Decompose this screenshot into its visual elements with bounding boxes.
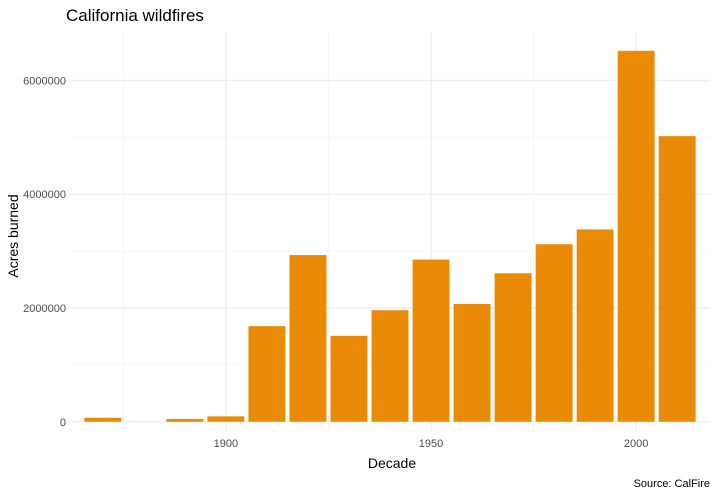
y-axis-title: Acres burned (5, 194, 21, 277)
bar-1970 (494, 273, 532, 422)
chart-title: California wildfires (66, 6, 204, 25)
bars (84, 50, 696, 422)
bar-2010 (658, 136, 696, 422)
bar-1950 (412, 259, 450, 422)
y-tick-label: 2000000 (23, 303, 66, 315)
x-axis-title: Decade (368, 455, 416, 471)
bar-1900 (207, 416, 245, 422)
y-tick-label: 0 (60, 417, 66, 429)
x-tick-label: 2000 (624, 438, 648, 450)
x-tick-label: 1950 (419, 438, 443, 450)
bar-1980 (535, 244, 573, 422)
bar-1920 (289, 255, 327, 422)
chart-caption: Source: CalFire (634, 478, 710, 490)
bar-1990 (576, 229, 614, 422)
y-axis-tick-labels: 0 2000000 4000000 6000000 (23, 75, 66, 428)
y-tick-label: 4000000 (23, 189, 66, 201)
y-tick-label: 6000000 (23, 75, 66, 87)
bar-1960 (453, 303, 491, 422)
bar-1940 (371, 310, 409, 422)
bar-1870 (84, 417, 122, 422)
x-tick-label: 1900 (214, 438, 238, 450)
bar-1890 (166, 418, 204, 422)
bar-1910 (248, 326, 286, 422)
bar-1930 (330, 335, 368, 422)
x-axis-tick-labels: 1900 1950 2000 (214, 438, 649, 450)
bar-2000 (617, 50, 655, 422)
